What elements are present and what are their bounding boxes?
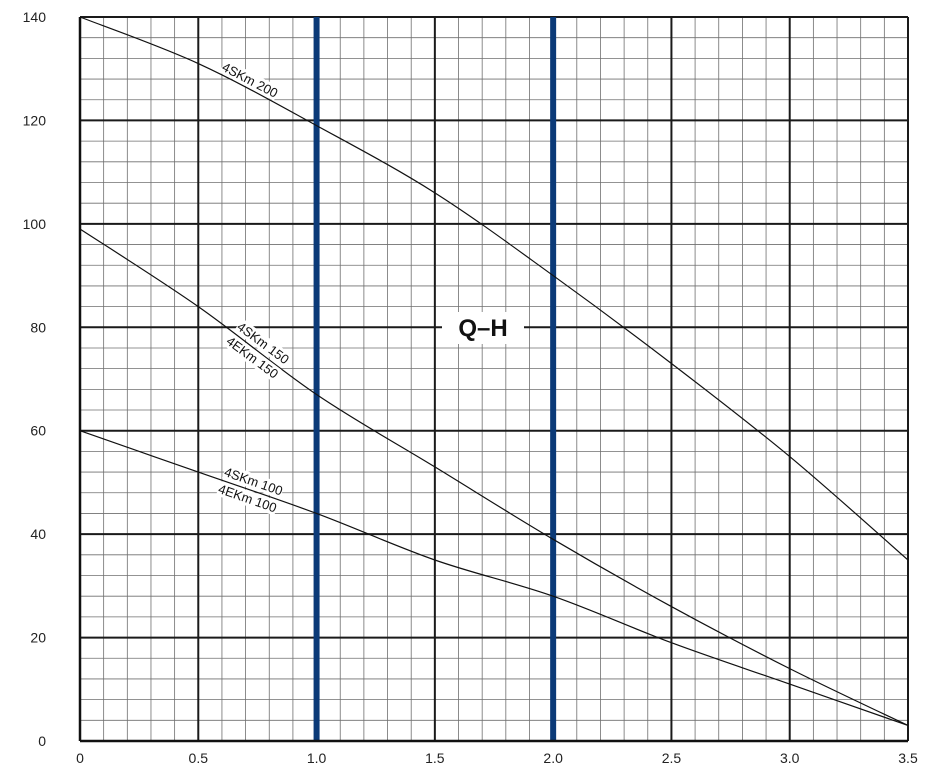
- chart-title: Q–H: [458, 315, 507, 342]
- y-tick-label: 20: [30, 630, 46, 646]
- x-tick-label: 3.5: [898, 750, 918, 766]
- y-tick-label: 120: [23, 112, 47, 128]
- y-tick-label: 100: [23, 216, 47, 232]
- curve-line: [79, 228, 909, 727]
- x-tick-label: 2.5: [662, 750, 682, 766]
- curve-line: [79, 430, 909, 727]
- y-tick-label: 60: [30, 423, 46, 439]
- curve-label: 4SKm 200: [220, 59, 281, 100]
- curve-label-background: [219, 59, 281, 101]
- y-tick-label: 140: [23, 9, 47, 25]
- axes: [78, 17, 908, 743]
- chart-title-group: Q–H: [442, 312, 524, 344]
- x-tick-label: 1.5: [425, 750, 445, 766]
- curve-label-background: [233, 318, 293, 368]
- curve-label-group: 4SKm 200: [219, 59, 281, 101]
- x-tick-label: 2.0: [543, 750, 563, 766]
- x-tick-label: 0: [76, 750, 84, 766]
- curve-label-background: [223, 332, 282, 382]
- highlight-lines: [313, 17, 557, 741]
- curve-label-background: [215, 481, 280, 516]
- curve-label-background: [221, 464, 286, 499]
- y-tick-label: 80: [30, 319, 46, 335]
- y-tick-label: 0: [38, 733, 46, 749]
- minor-grid: [80, 17, 908, 741]
- y-tick-label: 40: [30, 526, 46, 542]
- x-tick-label: 0.5: [189, 750, 209, 766]
- x-tick-label: 1.0: [307, 750, 327, 766]
- x-tick-label: 3.0: [780, 750, 800, 766]
- curve-line: [79, 16, 909, 561]
- major-grid: [80, 16, 909, 741]
- tick-labels: 0 0.5 1.0 1.5 2.0 2.5 3.0 3.5 0 20 40 60 80 100 120 140: [23, 9, 918, 766]
- chart-title-background: [442, 312, 524, 344]
- curves: [79, 16, 909, 727]
